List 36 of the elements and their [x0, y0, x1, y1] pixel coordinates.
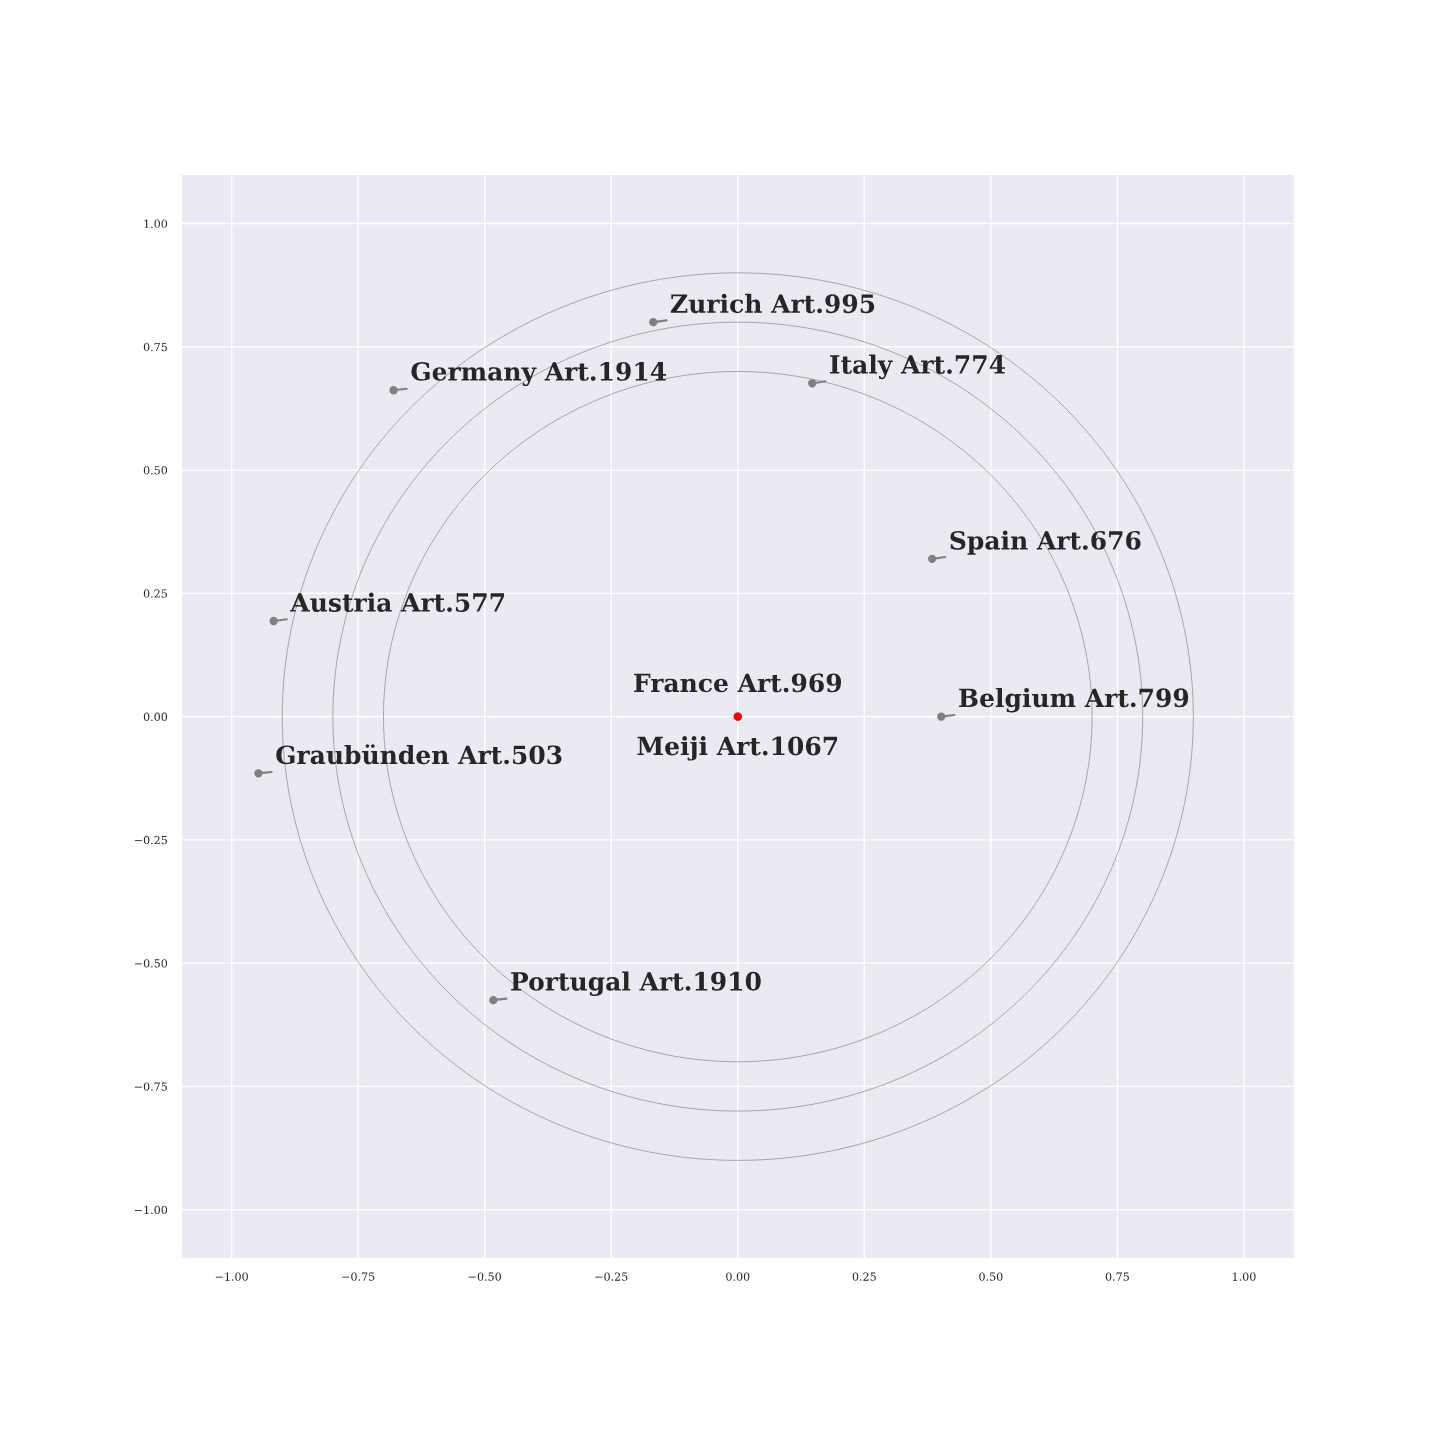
- annotation: Portugal Art.1910: [511, 971, 761, 996]
- y-tick-label: −1.00: [134, 1205, 168, 1215]
- y-tick-label: 1.00: [144, 219, 168, 228]
- annotation: Germany Art.1914: [411, 361, 667, 387]
- annotation: Belgium Art.799: [959, 687, 1189, 713]
- x-tick-label: 0.50: [979, 1272, 1003, 1281]
- point: [269, 616, 278, 626]
- y-tick-label: −0.25: [134, 835, 167, 845]
- point: [927, 554, 937, 563]
- x-tick-label: 0.00: [726, 1272, 750, 1281]
- x-tick-label: 0.25: [852, 1272, 876, 1281]
- annotation: Graubünden Art.503: [276, 744, 562, 765]
- y-tick-label: 0.75: [143, 342, 167, 352]
- x-tick-label: 1.00: [1232, 1272, 1256, 1281]
- point: [649, 317, 658, 327]
- y-tick-label: −0.75: [134, 1082, 167, 1091]
- point: [937, 712, 946, 721]
- x-tick-label: −1.00: [215, 1272, 248, 1281]
- annotation: Zurich Art.995: [670, 293, 875, 314]
- y-tick-label: 0.00: [143, 712, 168, 721]
- annotation: Spain Art.676: [950, 530, 1141, 555]
- point: [254, 769, 263, 778]
- y-tick-label: 0.50: [143, 466, 168, 475]
- point: [389, 386, 398, 395]
- x-tick-label: −0.25: [595, 1272, 628, 1281]
- annotation: Italy Art.774: [830, 354, 1006, 380]
- x-tick-label: 0.75: [1105, 1272, 1129, 1281]
- annotation: Meiji Art.1067: [637, 736, 838, 761]
- point: [808, 379, 817, 388]
- x-tick-label: −0.50: [468, 1272, 501, 1281]
- y-tick-label: 0.25: [143, 589, 167, 598]
- annotation: France Art.969: [634, 673, 842, 693]
- x-tick-label: −0.75: [342, 1272, 375, 1281]
- point: [489, 995, 498, 1005]
- y-tick-label: −0.50: [134, 959, 168, 968]
- annotation: Austria Art.577: [290, 592, 504, 612]
